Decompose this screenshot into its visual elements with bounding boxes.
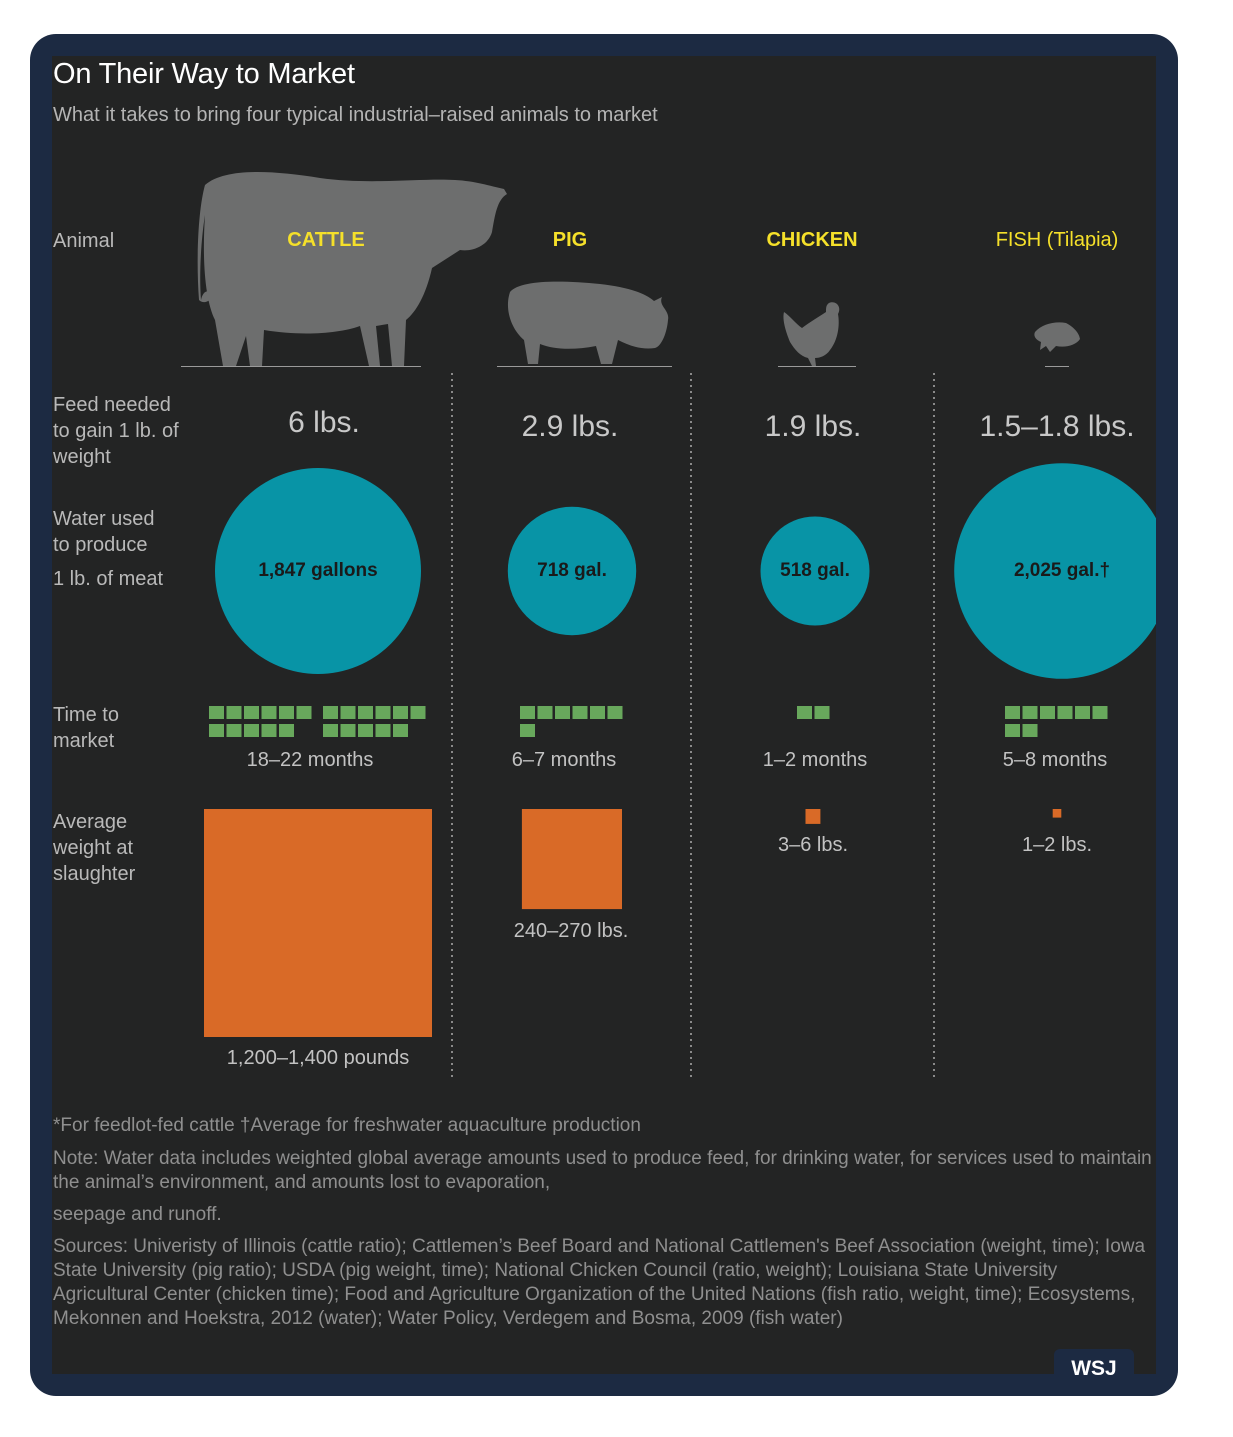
water-circle-cattle (215, 468, 421, 674)
weight-square-fish (1052, 809, 1062, 818)
time-square-fish (1040, 706, 1055, 719)
time-square-cattle (261, 706, 277, 719)
fish-baseline (1045, 366, 1069, 367)
time-square-pig (555, 706, 570, 719)
time-square-fish (1022, 706, 1038, 719)
chart-title: On Their Way to Market (53, 58, 355, 90)
time-square-cattle (279, 706, 294, 719)
time-square-pig (520, 706, 535, 719)
feed-value-pig: 2.9 lbs. (521, 410, 619, 443)
time-square-cattle (279, 724, 294, 737)
time-square-pig (607, 706, 623, 719)
time-label-chicken: 1–2 months (762, 749, 868, 771)
row-label-animal: Animal (53, 230, 115, 252)
time-square-fish (1092, 706, 1108, 719)
time-square-cattle (244, 724, 259, 737)
time-square-fish (1057, 706, 1073, 719)
column-header-chicken: CHICKEN (766, 229, 858, 251)
row-label-feed: Feed needed to gain 1 lb. of weight (53, 392, 179, 470)
weight-square-pig (521, 809, 622, 910)
time-square-chicken (797, 706, 812, 719)
time-square-cattle (226, 724, 242, 737)
time-square-pig (520, 724, 535, 737)
water-label-pig: 718 gal. (537, 560, 607, 581)
weight-square-cattle (204, 809, 432, 1037)
time-label-cattle: 18–22 months (246, 749, 374, 771)
row-label-line: Time to (53, 704, 119, 726)
time-square-cattle (393, 724, 408, 737)
row-label-line: 1 lb. of meat (53, 568, 164, 590)
row-label-line: Average (53, 811, 128, 833)
weight-square-chicken (805, 809, 821, 824)
row-label-weight: Average weight at slaughter (53, 809, 135, 887)
footnote-marks: *For feedlot-fed cattle †Average for fre… (53, 1115, 641, 1136)
row-label-line: to gain 1 lb. of (53, 420, 179, 442)
row-label-line: weight at (53, 837, 134, 859)
row-label-line: market (53, 730, 115, 752)
row-label-line: to produce (53, 534, 148, 556)
weight-label-pig: 240–270 lbs. (513, 920, 629, 942)
pig-baseline (497, 366, 672, 367)
time-square-pig (590, 706, 605, 719)
row-label-line: Water used (53, 508, 155, 530)
water-circle-chicken (760, 516, 870, 626)
feed-value-fish: 1.5–1.8 lbs. (979, 410, 1135, 443)
time-square-chicken (814, 706, 830, 719)
weight-label-chicken: 3–6 lbs. (777, 834, 849, 856)
column-header-fish: FISH (Tilapia) (995, 229, 1119, 251)
time-square-cattle (340, 724, 356, 737)
time-square-cattle (296, 706, 312, 719)
footnote-sources: Sources: Univeristy of Illinois (cattle … (53, 1236, 1146, 1329)
water-label-chicken: 518 gal. (780, 560, 850, 581)
water-label-cattle: 1,847 gallons (258, 560, 378, 581)
time-square-cattle (323, 706, 338, 719)
feed-value-chicken: 1.9 lbs. (764, 410, 862, 443)
weight-label-cattle: 1,200–1,400 pounds (226, 1047, 410, 1069)
time-square-cattle (209, 724, 224, 737)
time-label-pig: 6–7 months (511, 749, 617, 771)
feed-value-cattle: 6 lbs. (288, 406, 360, 439)
time-square-cattle (375, 724, 391, 737)
time-square-cattle (340, 706, 356, 719)
pig-silhouette-icon (507, 281, 669, 364)
footnote-note: Note: Water data includes weighted globa… (53, 1148, 1152, 1193)
fish-silhouette-icon (1034, 322, 1080, 352)
row-label-water: Water used to produce 1 lb. of meat (53, 506, 163, 592)
time-square-cattle (226, 706, 242, 719)
time-square-pig (572, 706, 588, 719)
time-square-cattle (358, 706, 373, 719)
row-label-line: Feed needed (53, 394, 171, 416)
time-square-fish (1022, 724, 1038, 737)
time-square-cattle (261, 724, 277, 737)
time-square-fish (1005, 706, 1020, 719)
time-square-cattle (358, 724, 373, 737)
time-square-cattle (209, 706, 224, 719)
water-circle-fish (954, 463, 1156, 679)
time-square-fish (1005, 724, 1020, 737)
wsj-logo: WSJ (1054, 1349, 1134, 1389)
time-square-cattle (410, 706, 426, 719)
water-circle-pig (507, 506, 637, 636)
chicken-silhouette-icon (783, 302, 840, 366)
time-square-cattle (393, 706, 408, 719)
time-square-fish (1075, 706, 1090, 719)
time-square-pig (537, 706, 553, 719)
chicken-baseline (778, 366, 856, 367)
cattle-baseline (181, 366, 421, 367)
row-label-time: Time to market (53, 702, 119, 754)
weight-label-fish: 1–2 lbs. (1021, 834, 1093, 856)
column-header-cattle: CATTLE (287, 229, 365, 251)
time-square-cattle (244, 706, 259, 719)
row-label-line: weight (53, 446, 111, 468)
cattle-silhouette-icon (197, 172, 507, 366)
row-label-line: slaughter (53, 863, 136, 885)
time-square-cattle (323, 724, 338, 737)
footnote-note-continued: seepage and runoff. (53, 1204, 222, 1225)
time-label-fish: 5–8 months (1002, 749, 1108, 771)
column-header-pig: PIG (552, 229, 588, 251)
time-square-cattle (375, 706, 391, 719)
water-label-fish: 2,025 gal.† (1013, 560, 1111, 581)
chart-subtitle: What it takes to bring four typical indu… (53, 104, 658, 126)
